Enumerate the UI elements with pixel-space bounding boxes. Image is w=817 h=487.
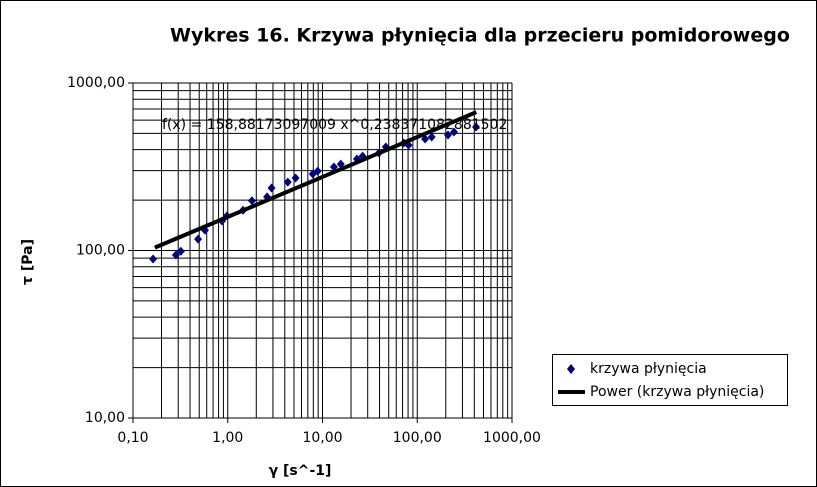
chart-title: Wykres 16. Krzywa płynięcia dla przecier…	[170, 25, 790, 47]
x-axis-label: γ [s^-1]	[269, 463, 332, 479]
y-tick-label: 1000,00	[67, 75, 125, 91]
data-point	[171, 250, 180, 260]
legend	[552, 354, 788, 406]
x-tick-label: 1,00	[212, 430, 243, 446]
trendline-equation: f(x) = 158,88173097009 x^0,2383710828815…	[162, 117, 507, 133]
x-tick-label: 1000,00	[483, 430, 541, 446]
x-tick-label: 10,00	[302, 430, 342, 446]
data-point	[449, 127, 458, 137]
data-point	[149, 254, 158, 264]
data-point	[427, 132, 436, 142]
trendline	[154, 110, 478, 250]
x-tick-label: 0,10	[117, 430, 148, 446]
data-point	[313, 166, 322, 176]
data-point	[283, 177, 292, 187]
data-point	[176, 246, 185, 256]
data-point	[443, 130, 452, 140]
data-point	[267, 183, 276, 193]
data-point	[291, 173, 300, 183]
data-point	[194, 234, 203, 244]
legend-label: krzywa płynięcia	[590, 361, 707, 377]
legend-label: Power (krzywa płynięcia)	[590, 384, 764, 400]
y-tick-label: 10,00	[85, 410, 125, 426]
data-point	[472, 122, 481, 132]
legend-swatch	[567, 364, 575, 374]
y-axis-label: τ [Pa]	[20, 239, 36, 285]
x-tick-label: 100,00	[393, 430, 442, 446]
y-tick-label: 100,00	[76, 243, 125, 259]
data-point	[247, 196, 256, 206]
data-point	[421, 134, 430, 144]
